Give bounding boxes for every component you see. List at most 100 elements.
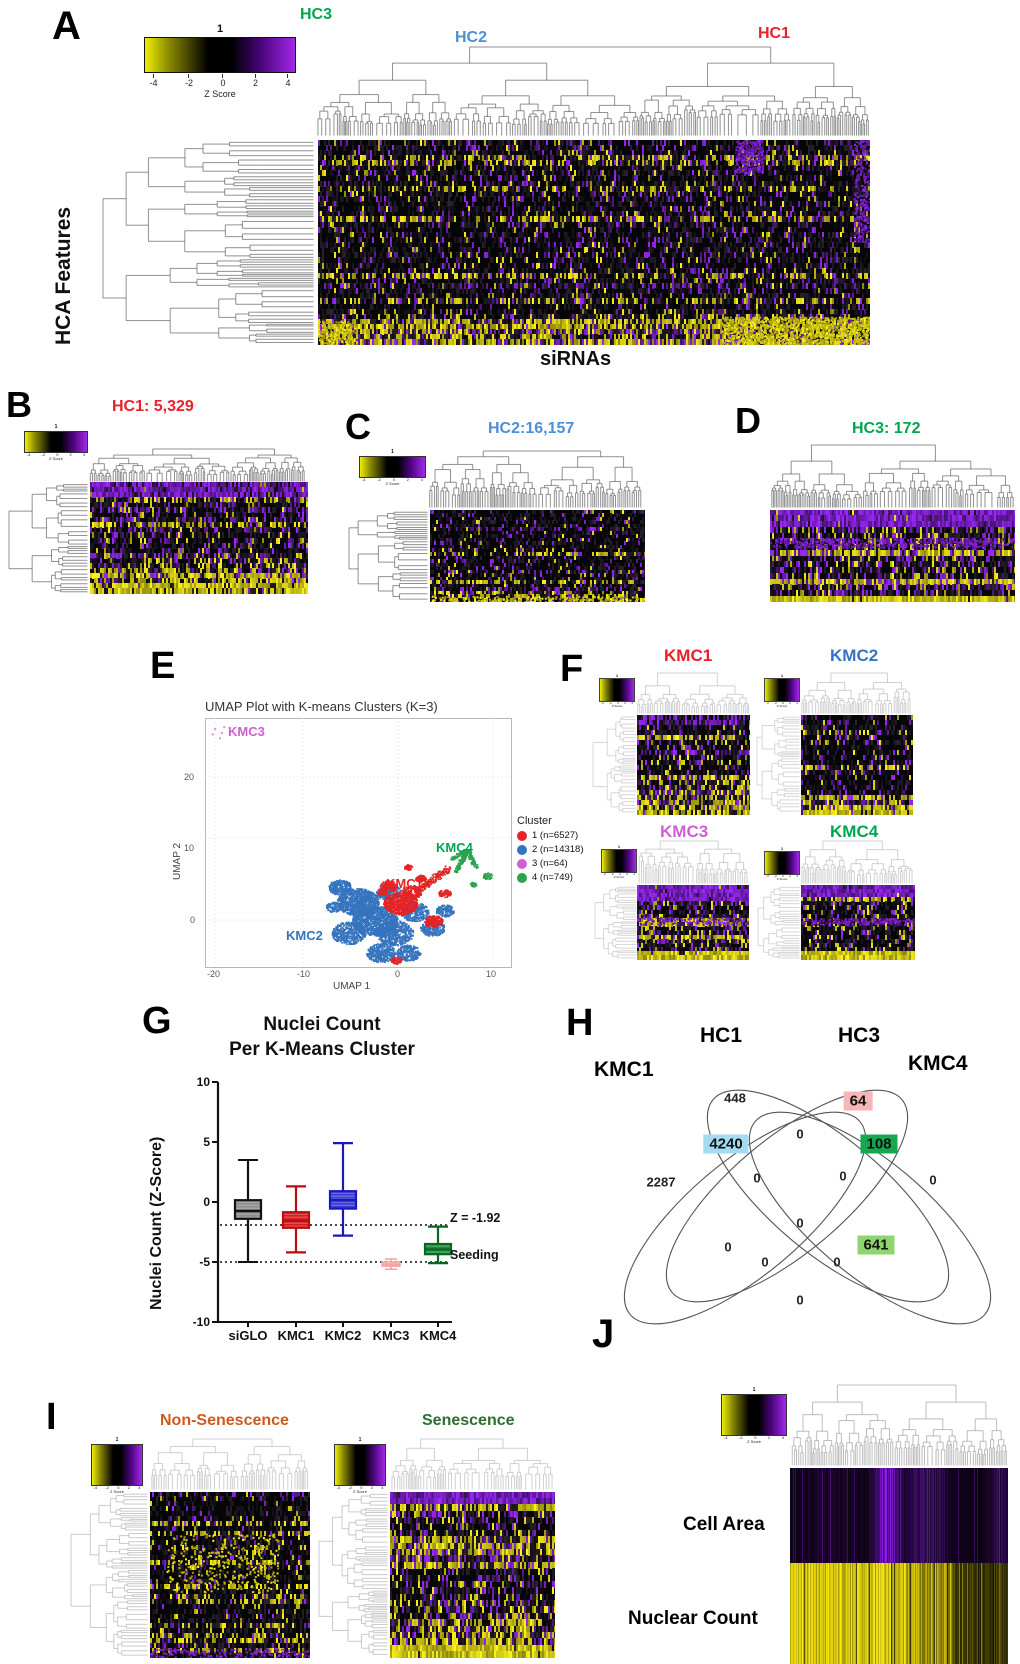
panel-a-x-axis-label: siRNAs [540,348,612,370]
umap-xtick-n10: -10 [297,969,311,979]
panel-f-kmc2-heatmap [801,715,913,815]
colorbar-tick: 2 [406,477,409,482]
venn-set-label-kmc1: KMC1 [594,1058,654,1081]
colorbar-ticks: -4 -2 0 2 4 [601,701,633,705]
colorbar-ticks: -4 -2 0 2 4 [150,74,291,89]
colorbar-tick: -4 [336,1485,341,1490]
panel-g-title-line1: Nuclei Count [263,1014,381,1035]
colorbar-title: 1 [617,844,621,849]
colorbar-tick: 4 [420,477,424,482]
colorbar-gradient [601,849,637,873]
colorbar-gradient [359,456,426,478]
panel-f-kmc4-title: KMC4 [830,822,879,841]
panel-i-sen-row-dendrogram [318,1492,388,1658]
umap-x-axis-label: UMAP 1 [333,981,371,992]
panel-b-row-dendrogram [8,482,88,594]
umap-kmc2-label: KMC2 [286,928,323,943]
panel-f-kmc4-row-dendrogram [757,885,800,960]
colorbar-axis-label: Z Score [48,456,63,462]
panel-j-column-dendrogram [790,1384,1008,1466]
colorbar-axis-label: Z Score [353,1489,367,1494]
colorbar-gradient [334,1444,386,1486]
colorbar-tick: 4 [631,701,633,705]
panel-i-nonsenescence-title: Non-Senescence [160,1412,289,1429]
cluster-label-hc1: HC1 [758,25,791,42]
colorbar-tick: -2 [105,1485,109,1490]
panel-f-kmc3-column-dendrogram [637,840,749,884]
panel-d-heatmap [770,510,1015,602]
panel-i-senescence-title: Senescence [422,1412,515,1429]
colorbar-tick: -2 [774,701,777,705]
g-category-siglo: siGLO [228,1328,268,1343]
colorbar-tick: 2 [624,701,626,705]
venn-count-all-four: 0 [796,1215,804,1231]
panel-label-j: J [592,1312,615,1356]
panel-f-kmc3-title: KMC3 [660,822,709,841]
panel-f-kmc1-heatmap [637,715,750,815]
venn-ellipse-kmc4 [748,1111,992,1325]
panel-label-b: B [6,384,32,425]
colorbar-tick: -2 [774,874,777,878]
zscore-colorbar-c: 1 -4 -2 0 2 4 Z Score [359,449,426,487]
colorbar-tick: 0 [56,452,59,457]
panel-f-kmc2-title: KMC2 [830,646,879,665]
panel-i-nonsen-heatmap [150,1492,310,1658]
umap-xtick-0: 0 [395,969,401,979]
colorbar-tick: 2 [127,1485,130,1490]
panel-f-kmc1-row-dendrogram [592,715,636,815]
g-annotation-z: Z = -1.92 [450,1211,501,1225]
umap-ytick-20: 20 [184,772,195,782]
panel-c-heatmap [430,510,645,602]
panel-c-title: HC2:16,157 [488,420,575,437]
umap-kmc1-label: KMC1 [386,876,423,891]
panel-b-title: HC1: 5,329 [112,398,194,415]
venn-counts-layer: 448 64 0 4240 108 2287 0 0 0 0 0 641 0 0 0 [595,1068,1020,1348]
colorbar-tick: 4 [633,872,635,876]
colorbar-ticks: -4 -2 0 2 4 [724,1435,784,1440]
venn-count-kmc1-kmc4: 0 [796,1292,804,1308]
colorbar-tick: 2 [253,74,258,89]
g-category-kmc4: KMC4 [419,1328,457,1343]
panel-f-kmc4-column-dendrogram [800,840,914,884]
panel-j-heatmap [790,1468,1008,1664]
colorbar-gradient [91,1444,143,1486]
colorbar-tick: -2 [185,74,193,89]
zscore-colorbar-f4: 1 -4 -2 0 2 4 Z Score [764,847,800,882]
panel-a-row-dendrogram [102,140,314,345]
panel-c-column-dendrogram [428,450,643,508]
g-annotation-seeding: Seeding [450,1248,499,1262]
colorbar-tick: -4 [361,477,366,482]
venn-count-hc1-kmc4: 641 [857,1235,895,1255]
venn-count-hc1-only: 448 [724,1090,746,1106]
panel-g-boxplot-canvas [200,1070,500,1330]
panel-j-row-label-cellarea: Cell Area [683,1514,765,1535]
venn-count-kmc1-hc3: 0 [724,1239,732,1255]
panel-g-y-axis-label: Nuclei Count (Z-Score) [148,1136,165,1310]
colorbar-tick: 0 [617,701,619,705]
venn-set-label-hc3: HC3 [838,1024,881,1047]
g-ytick-n10: -10 [192,1315,210,1329]
colorbar-axis-label: Z Score [776,877,788,882]
panel-a-column-dendrogram [315,46,870,136]
colorbar-tick: 4 [796,874,798,878]
colorbar-tick: -4 [766,874,769,878]
cluster3-dot-icon [517,858,527,869]
colorbar-tick: 2 [370,1485,373,1490]
zscore-colorbar-a: 1 -4 -2 0 2 4 Z Score [144,24,296,100]
panel-f-kmc4-heatmap [801,885,915,960]
venn-diagram: 448 64 0 4240 108 2287 0 0 0 0 0 641 0 0 0 [595,1068,1020,1348]
colorbar-title: 1 [391,449,394,455]
g-category-kmc3: KMC3 [372,1328,410,1343]
colorbar-axis-label: Z Score [746,1439,761,1445]
umap-y-axis-label: UMAP 2 [172,842,183,880]
g-category-kmc2: KMC2 [324,1328,362,1343]
panel-f-kmc1-title: KMC1 [664,646,713,665]
colorbar-ticks: -4 -2 0 2 4 [766,701,798,705]
cluster-label-hc3: HC3 [300,6,333,23]
colorbar-tick: 0 [360,1485,363,1490]
zscore-colorbar-j: 1 -4 -2 0 2 4 Z Score [721,1388,787,1445]
colorbar-tick: 2 [768,1435,771,1440]
panel-label-g: G [142,1000,172,1042]
umap-kmc4-label: KMC4 [436,840,473,855]
